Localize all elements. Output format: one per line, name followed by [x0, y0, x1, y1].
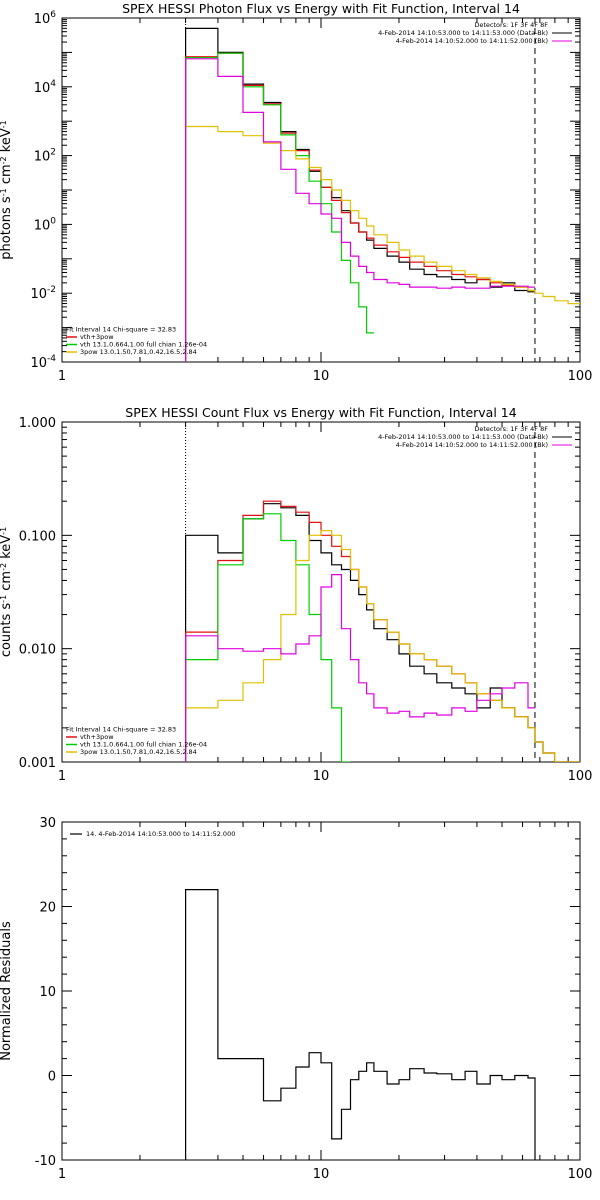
legend-bottom-left: Fit Interval 14 Chi-square = 32.83vth+3p…	[66, 326, 207, 356]
legend-entry: vth 13.1,0.664,1.00 full chian 1.26e-04	[80, 341, 207, 349]
series-3pow	[185, 125, 580, 362]
x-tick-label: 10	[313, 1167, 330, 1182]
y-tick-label: 1.000	[19, 416, 56, 431]
series-data	[185, 503, 580, 762]
series-total	[185, 52, 535, 362]
y-tick-label: 0.001	[19, 756, 56, 771]
plot-frame	[61, 821, 581, 1161]
series-bk	[185, 574, 535, 762]
series-data	[185, 27, 535, 362]
series-bk	[185, 58, 535, 362]
y-tick-label: 102	[34, 148, 56, 165]
chart-panel-3: 1 10 100 -10 0 10 20 30 Normalized Residuals 14. …	[0, 816, 592, 1182]
x-tick-label: 10	[313, 369, 330, 384]
y-axis-label: counts s-1 cm-2 keV-1	[0, 527, 14, 657]
x-tick-label: 10	[313, 769, 330, 784]
x-tick-label: 100	[568, 1167, 593, 1182]
chart-title: SPEX HESSI Count Flux vs Energy with Fit…	[125, 405, 516, 420]
legend-top-right: Detectors: 1F 3F 4F 8F4-Feb-2014 14:10:5…	[378, 425, 572, 449]
legend-entry: 4-Feb-2014 14:10:53.000 to 14:11:53.000 …	[378, 29, 548, 37]
chart-title: SPEX HESSI Photon Flux vs Energy with Fi…	[122, 1, 520, 16]
legend-entry: vth 13.1,0.664,1.00 full chian 1.26e-04	[80, 741, 207, 749]
legend-entry: Fit Interval 14 Chi-square = 32.83	[66, 326, 176, 334]
y-axis-label: Normalized Residuals	[0, 921, 14, 1061]
y-tick-label: 100	[34, 216, 57, 233]
series-residuals	[185, 889, 536, 1160]
legend-entry: Fit Interval 14 Chi-square = 32.83	[66, 726, 176, 734]
x-tick-label: 1	[58, 1167, 66, 1182]
series-total	[185, 500, 580, 762]
x-tick-label: 1	[58, 769, 66, 784]
legend-top-right: Detectors: 1F 3F 4F 8F4-Feb-2014 14:10:5…	[378, 21, 572, 45]
legend-entry: vth+3pow	[80, 333, 114, 341]
legend-entry: 4-Feb-2014 14:10:52.000 to 14:11:52.000 …	[396, 441, 548, 449]
y-axis-label: photons s-1 cm-2 keV-1	[0, 120, 14, 259]
y-tick-label: 10-2	[30, 285, 56, 302]
legend-top-left: 14. 4-Feb-2014 14:10:53.000 to 14:11:52.…	[70, 830, 235, 838]
y-tick-label: 0.010	[19, 643, 56, 658]
y-tick-label: 104	[34, 79, 57, 96]
y-tick-label: 0	[48, 1070, 56, 1085]
y-tick-label: 10-4	[30, 354, 56, 371]
legend-bottom-left: Fit Interval 14 Chi-square = 32.83vth+3p…	[66, 726, 207, 756]
series-group	[185, 889, 536, 1160]
y-tick-label: -10	[35, 1154, 56, 1169]
x-tick-label: 1	[58, 369, 66, 384]
series-group	[185, 27, 580, 362]
legend-entry: 14. 4-Feb-2014 14:10:53.000 to 14:11:52.…	[86, 830, 235, 838]
y-tick-label: 30	[39, 816, 56, 831]
legend-entry: 4-Feb-2014 14:10:53.000 to 14:11:53.000 …	[378, 433, 548, 441]
legend-entry: 3pow 13.0,1.50,7.81,0.42,16.5,2.84	[80, 348, 197, 356]
y-tick-label: 10	[39, 985, 56, 1000]
series-3pow	[185, 530, 580, 762]
series-vth	[185, 52, 374, 362]
y-tick-label: 106	[34, 10, 57, 27]
series-group	[185, 500, 580, 762]
y-tick-label: 0.100	[19, 529, 56, 544]
legend-entry: 3pow 13.0,1.50,7.81,0.42,16.5,2.84	[80, 748, 197, 756]
chart-panel-1: SPEX HESSI Photon Flux vs Energy with Fi…	[0, 1, 593, 384]
series-vth	[185, 513, 351, 762]
legend-entry: 4-Feb-2014 14:10:52.000 to 14:11:52.000 …	[396, 37, 548, 45]
legend-entry: Detectors: 1F 3F 4F 8F	[474, 425, 548, 433]
y-tick-label: 20	[39, 901, 56, 916]
chart-panel-2: SPEX HESSI Count Flux vs Energy with Fit…	[0, 405, 592, 784]
x-tick-label: 100	[568, 769, 593, 784]
legend-entry: Detectors: 1F 3F 4F 8F	[474, 21, 548, 29]
legend-entry: vth+3pow	[80, 733, 114, 741]
x-tick-label: 100	[568, 369, 593, 384]
